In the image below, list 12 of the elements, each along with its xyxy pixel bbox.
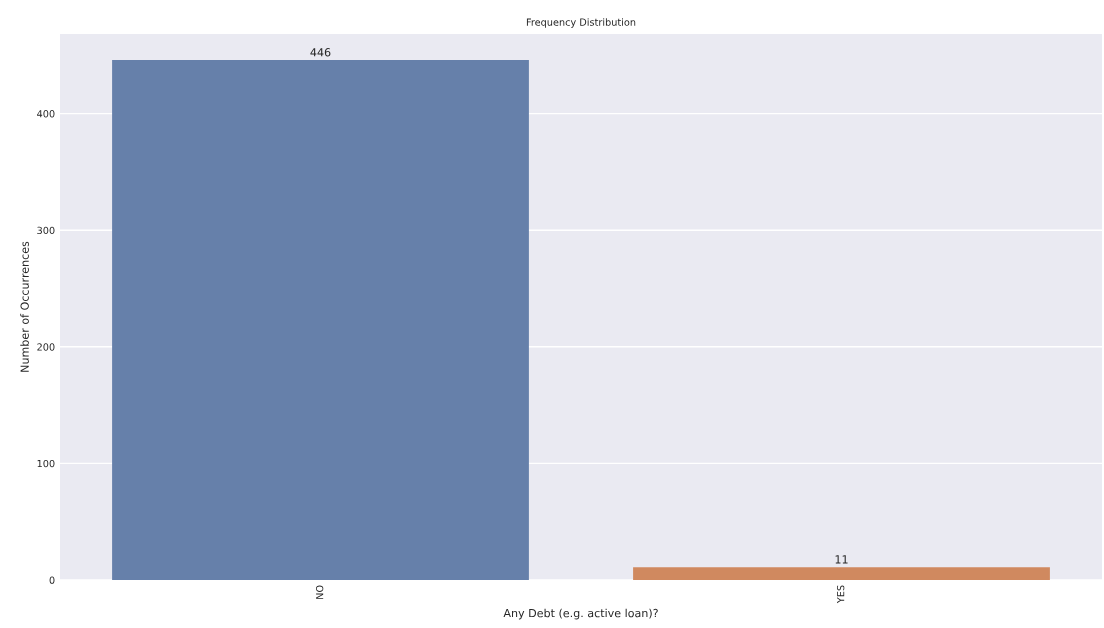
x-axis-title: Any Debt (e.g. active loan)?	[503, 608, 658, 620]
y-tick-label: 400	[37, 110, 55, 118]
x-tick-label: YES	[836, 585, 845, 604]
chart-title: Frequency Distribution	[526, 18, 636, 28]
y-tick-label: 0	[49, 576, 55, 584]
x-tick-label: NO	[315, 585, 324, 599]
data-label: 446	[310, 48, 331, 57]
y-tick-label: 200	[37, 343, 55, 351]
y-tick-label: 100	[37, 459, 55, 468]
data-label: 11	[835, 555, 848, 564]
y-tick-label: 300	[37, 226, 55, 235]
y-axis-title: Number of Occurrences	[20, 241, 29, 372]
